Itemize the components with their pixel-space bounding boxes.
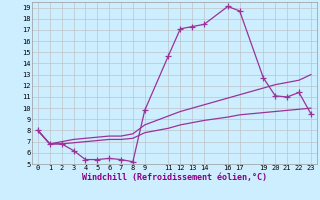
X-axis label: Windchill (Refroidissement éolien,°C): Windchill (Refroidissement éolien,°C) bbox=[82, 173, 267, 182]
